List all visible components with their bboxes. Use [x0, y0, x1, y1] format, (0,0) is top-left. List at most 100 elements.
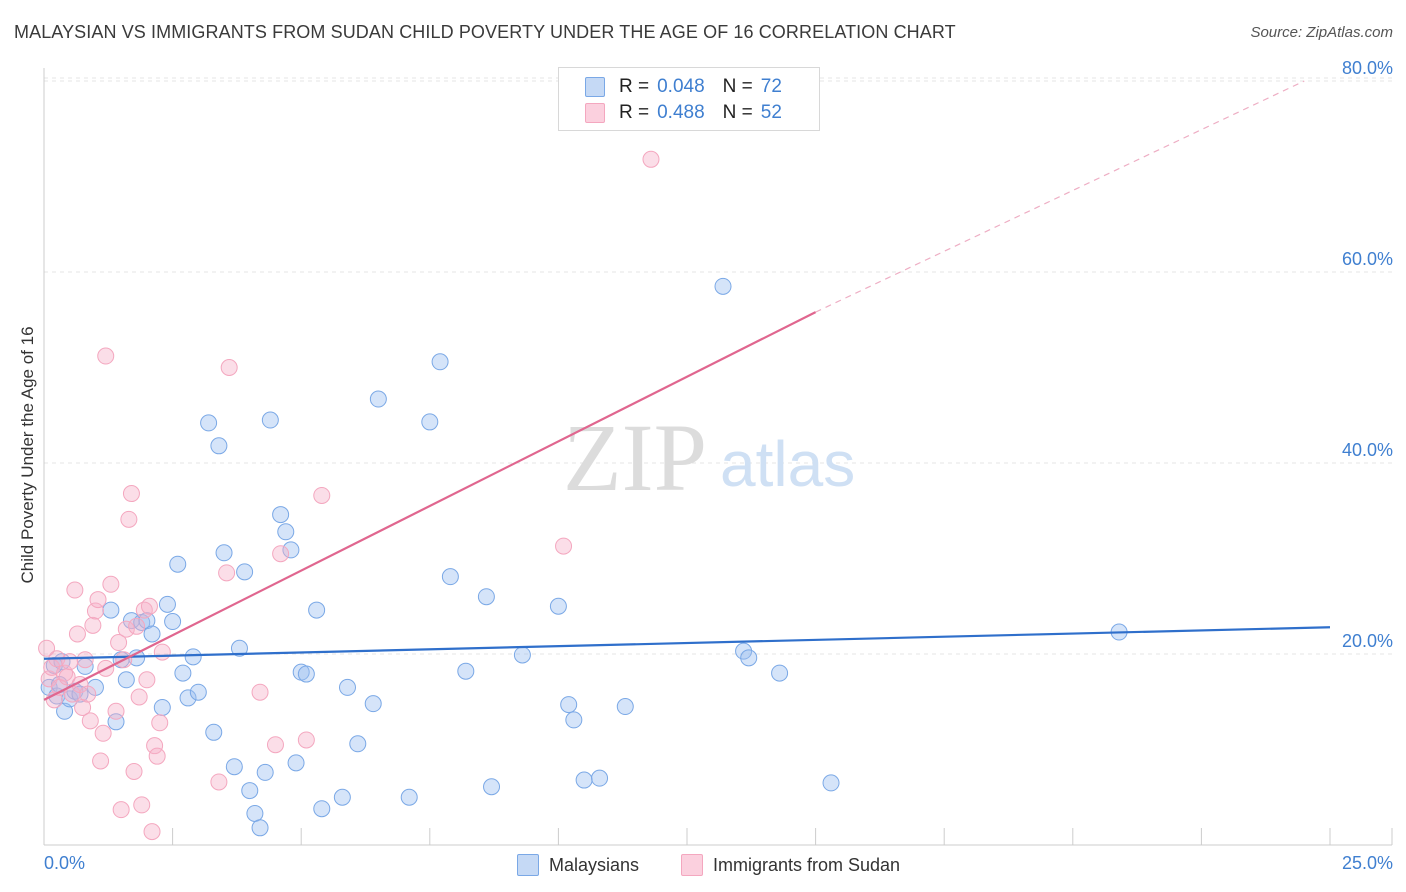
sudan-point — [97, 347, 115, 365]
sudan-point — [146, 737, 164, 755]
malaysian-point — [143, 625, 161, 643]
x-tick-label: 25.0% — [1342, 853, 1393, 873]
malaysian-point — [565, 711, 583, 729]
axes — [43, 68, 1393, 846]
malaysian-point — [174, 664, 192, 682]
malaysian-point — [364, 695, 382, 713]
malaysian-point — [261, 411, 279, 429]
malaysian-point — [272, 506, 290, 524]
sudan-point — [110, 634, 128, 652]
legend-r-value: 0.488 — [657, 102, 705, 123]
sudan-point — [210, 773, 228, 791]
sudan-point — [140, 597, 158, 615]
legend: R = 0.048 N = 72 R = 0.488 N = 52 — [558, 67, 820, 131]
watermark-zip: ZIP — [563, 404, 707, 511]
malaysian-point — [230, 639, 248, 657]
malaysian-point — [575, 771, 593, 789]
bottom-legend-label: Malaysians — [549, 854, 640, 875]
malaysian-point — [277, 523, 295, 541]
malaysian-point — [549, 597, 567, 615]
sudan-point — [66, 581, 84, 599]
malaysian-point — [189, 683, 207, 701]
malaysian-point — [287, 754, 305, 772]
malaysian-point — [313, 800, 331, 818]
sudan-point — [138, 671, 156, 689]
sudan-point — [151, 714, 169, 732]
sudan-point — [642, 150, 660, 168]
y-tick-label: 20.0% — [1342, 631, 1393, 651]
malaysian-point — [338, 678, 356, 696]
malaysian-point — [308, 601, 326, 619]
malaysian-point — [349, 735, 367, 753]
legend-row-sudan: R = 0.488 N = 52 — [585, 101, 800, 125]
malaysian-point — [210, 437, 228, 455]
malaysian-point — [138, 612, 156, 630]
malaysian-point — [740, 649, 758, 667]
malaysian-point — [369, 390, 387, 408]
bottom-legend-swatch-pink — [681, 854, 703, 876]
trend-lines — [43, 80, 1331, 701]
sudan-point — [122, 485, 140, 503]
malaysian-point — [158, 595, 176, 613]
malaysian-point — [236, 563, 254, 581]
sudan-point — [107, 702, 125, 720]
malaysian-point — [282, 541, 300, 559]
malaysian-point — [164, 613, 182, 631]
data-points — [38, 150, 1128, 841]
sudan-point — [74, 698, 92, 716]
sudan-point — [76, 651, 94, 669]
sudan-point — [68, 625, 86, 643]
malaysian-point — [256, 763, 274, 781]
legend-r-value: 0.048 — [657, 76, 705, 97]
sudan-point — [220, 359, 238, 376]
malaysian-point — [513, 646, 531, 664]
sudan-point — [153, 643, 171, 661]
sudan-point — [94, 724, 112, 742]
malaysian-point — [714, 277, 732, 295]
y-tick-label: 60.0% — [1342, 249, 1393, 269]
malaysian-point — [179, 689, 197, 707]
chart-title: MALAYSIAN VS IMMIGRANTS FROM SUDAN CHILD… — [14, 22, 956, 42]
sudan-point — [81, 712, 99, 730]
tick-labels: 20.0% 40.0% 60.0% 80.0% 0.0% 25.0% — [44, 58, 1393, 873]
sudan-point — [38, 639, 56, 657]
malaysian-point — [215, 544, 233, 562]
sudan-point — [92, 752, 110, 770]
malaysian-point — [591, 769, 609, 787]
sudan-point — [218, 564, 236, 582]
malaysian-point — [184, 648, 202, 666]
watermark-atlas: atlas — [720, 428, 855, 500]
sudan-point — [117, 620, 135, 638]
sudan-point — [102, 575, 120, 593]
x-tick-label: 0.0% — [44, 853, 85, 873]
malaysian-point — [225, 758, 243, 776]
sudan-point — [266, 736, 284, 754]
malaysian-point — [102, 601, 120, 619]
legend-r-label: R = — [619, 102, 650, 123]
malaysian-point — [200, 414, 218, 432]
malaysian-point — [421, 413, 439, 431]
sudan-point — [120, 510, 138, 528]
malaysian-point — [477, 588, 495, 606]
sudan-point — [130, 688, 148, 706]
sudan-point — [125, 762, 143, 780]
sudan-point — [555, 537, 573, 555]
malaysian-point — [431, 353, 449, 371]
sudan-point — [148, 747, 166, 765]
legend-row-malaysians: R = 0.048 N = 72 — [585, 75, 800, 99]
y-tick-label: 40.0% — [1342, 440, 1393, 460]
bottom-legend-swatch-blue — [517, 854, 539, 876]
malaysian-point — [241, 782, 259, 800]
malaysian-point — [483, 778, 501, 796]
malaysian-point — [822, 774, 840, 792]
sudan-trend-line — [43, 311, 817, 701]
malaysian-point — [400, 788, 418, 806]
legend-n-value: 72 — [760, 76, 782, 97]
sudan-point — [251, 683, 269, 701]
legend-swatch-blue — [585, 77, 605, 97]
malaysian-point — [457, 662, 475, 680]
legend-n-label: N = — [722, 76, 753, 97]
sudan-point — [133, 796, 151, 814]
bottom-legend-label: Immigrants from Sudan — [713, 854, 901, 875]
